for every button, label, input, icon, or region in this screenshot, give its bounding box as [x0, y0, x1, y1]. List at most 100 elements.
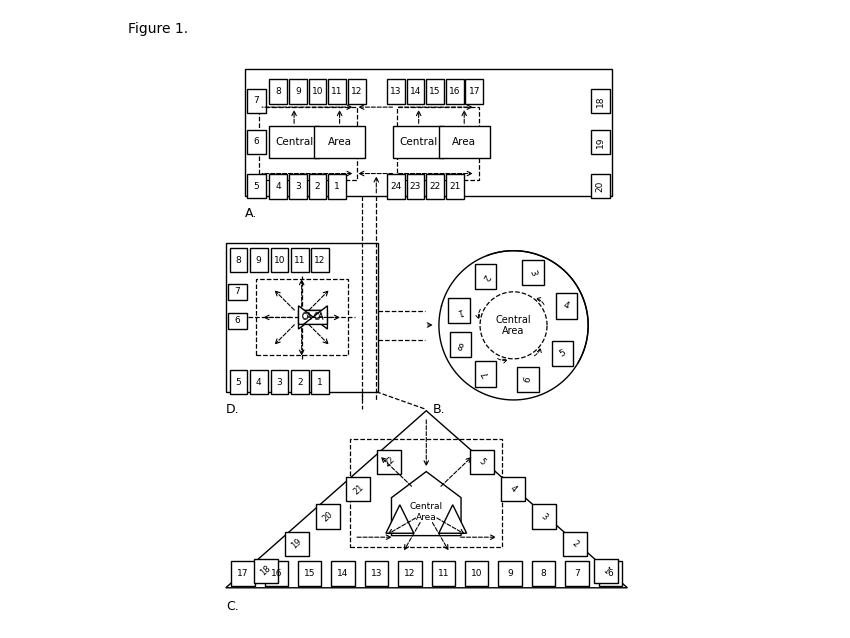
Bar: [406, 78, 424, 104]
Text: 17: 17: [468, 87, 480, 96]
Bar: [446, 78, 463, 104]
Bar: [474, 264, 496, 289]
Text: 20: 20: [596, 181, 604, 192]
Bar: [250, 370, 268, 394]
Bar: [315, 505, 339, 528]
Text: 2: 2: [314, 182, 320, 191]
Text: 4: 4: [508, 484, 518, 494]
Bar: [465, 561, 489, 586]
Bar: [563, 531, 586, 556]
Text: 14: 14: [410, 87, 422, 96]
Text: 15: 15: [429, 87, 441, 96]
Text: 5: 5: [558, 348, 567, 359]
Text: 9: 9: [507, 568, 513, 578]
Text: 16: 16: [449, 87, 461, 96]
Text: 22: 22: [429, 182, 441, 191]
Text: Area: Area: [452, 137, 476, 147]
Polygon shape: [386, 505, 414, 533]
Text: 5: 5: [253, 182, 259, 191]
Bar: [332, 561, 354, 586]
Bar: [350, 439, 502, 547]
Bar: [522, 260, 543, 285]
Bar: [256, 279, 348, 355]
Text: CA: CA: [314, 313, 325, 322]
Bar: [230, 248, 247, 272]
Bar: [258, 107, 357, 180]
Polygon shape: [303, 306, 327, 324]
Text: 3: 3: [528, 268, 538, 277]
Bar: [314, 126, 365, 158]
Text: 13: 13: [371, 568, 383, 578]
Bar: [591, 174, 609, 198]
Text: 4: 4: [275, 182, 281, 191]
Text: Central: Central: [400, 137, 438, 147]
Bar: [446, 174, 463, 199]
Text: 10: 10: [471, 568, 483, 578]
Text: CA: CA: [302, 313, 312, 322]
Text: 15: 15: [304, 568, 315, 578]
Text: 7: 7: [235, 287, 240, 296]
Polygon shape: [298, 311, 322, 329]
Bar: [439, 126, 490, 158]
Text: 18: 18: [259, 564, 273, 578]
Bar: [309, 174, 326, 199]
Bar: [377, 450, 401, 474]
Bar: [245, 69, 611, 196]
Bar: [246, 89, 265, 113]
Text: 1: 1: [334, 182, 340, 191]
Bar: [398, 561, 422, 586]
Text: 7: 7: [574, 568, 580, 578]
Bar: [432, 561, 455, 586]
Text: 3: 3: [276, 378, 282, 387]
Text: 1: 1: [317, 378, 323, 387]
Text: 2: 2: [297, 378, 303, 387]
Text: 12: 12: [314, 256, 326, 265]
Text: 11: 11: [332, 87, 343, 96]
Bar: [309, 78, 326, 104]
Text: 6: 6: [235, 316, 240, 325]
Bar: [591, 89, 609, 113]
Bar: [291, 248, 309, 272]
Text: 4: 4: [256, 378, 262, 387]
Text: 9: 9: [256, 256, 262, 265]
Text: 11: 11: [294, 256, 305, 265]
Text: 9: 9: [295, 87, 301, 96]
Polygon shape: [439, 505, 467, 533]
Bar: [449, 298, 470, 323]
Bar: [394, 126, 444, 158]
Text: Figure 1.: Figure 1.: [128, 22, 188, 36]
Text: Central
Area: Central Area: [496, 315, 531, 336]
Bar: [470, 450, 494, 474]
Bar: [406, 174, 424, 199]
Text: 6: 6: [253, 137, 259, 146]
Text: 12: 12: [405, 568, 416, 578]
Polygon shape: [392, 471, 461, 536]
Text: 14: 14: [337, 568, 348, 578]
Bar: [264, 561, 288, 586]
Text: CA: CA: [302, 313, 312, 322]
Text: 10: 10: [274, 256, 286, 265]
Bar: [254, 559, 278, 583]
Text: Central: Central: [275, 137, 313, 147]
Bar: [426, 78, 444, 104]
Polygon shape: [226, 411, 627, 588]
Bar: [387, 174, 405, 199]
Text: 4: 4: [562, 301, 570, 311]
Bar: [565, 561, 588, 586]
Bar: [231, 561, 254, 586]
Text: A.: A.: [245, 207, 257, 220]
Bar: [501, 477, 524, 501]
Polygon shape: [298, 306, 322, 324]
Bar: [387, 78, 405, 104]
Bar: [289, 174, 307, 199]
Text: 1: 1: [456, 306, 463, 316]
Text: CA: CA: [314, 313, 325, 322]
Text: 7: 7: [480, 369, 490, 379]
Bar: [518, 367, 539, 392]
Bar: [311, 248, 329, 272]
Bar: [532, 561, 555, 586]
Bar: [450, 332, 472, 357]
Text: 13: 13: [390, 87, 402, 96]
Bar: [348, 78, 366, 104]
Text: 5: 5: [235, 378, 241, 387]
